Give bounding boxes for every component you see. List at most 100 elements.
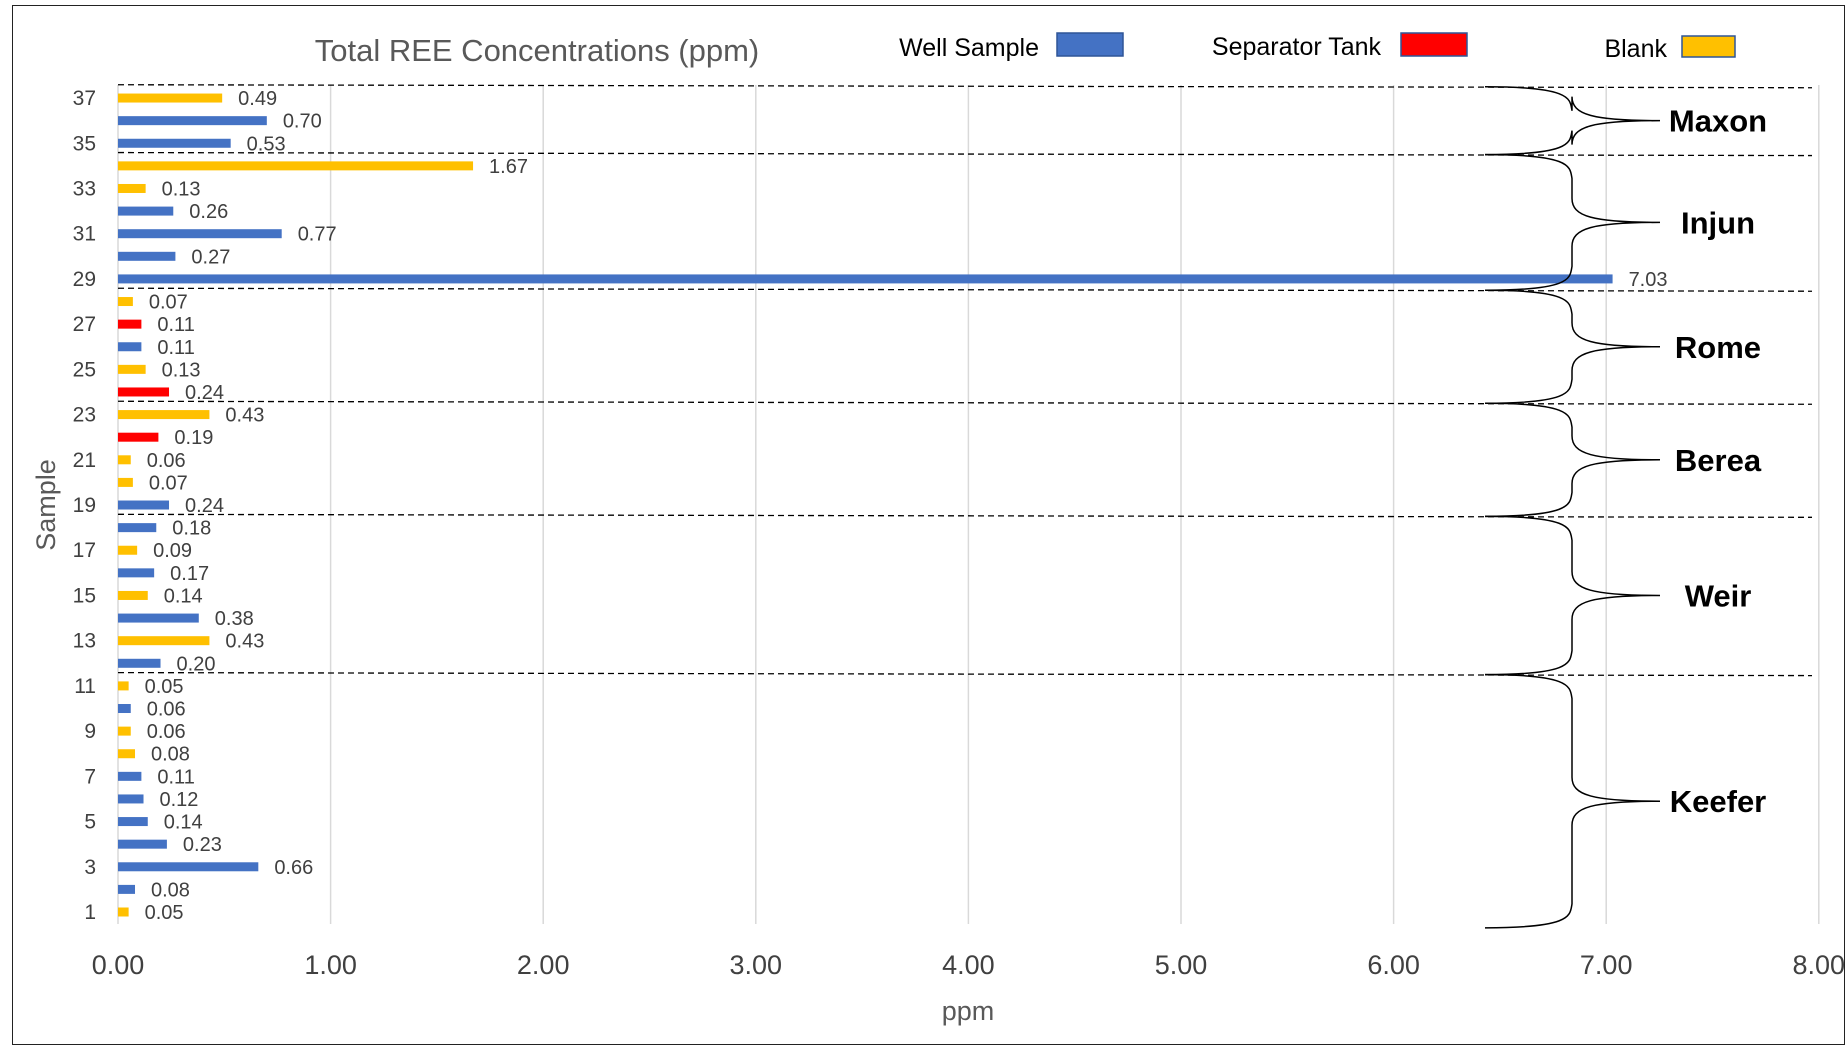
legend-label-well-sample: Well Sample [899,34,1039,62]
value-label: 0.11 [157,314,194,336]
bar-sample-27 [118,319,142,329]
y-tick-label: 29 [73,268,96,291]
value-label: 0.12 [160,789,199,811]
y-tick-label: 5 [84,811,96,834]
y-tick-label: 15 [73,584,96,607]
bar-sample-13 [118,636,210,646]
value-label: 0.17 [170,563,209,585]
value-label: 0.14 [164,585,203,607]
value-label: 0.06 [147,699,186,721]
value-label: 0.08 [151,879,190,901]
legend: Well Sample Separator Tank Blank [899,32,1736,63]
bar-sample-24 [118,387,170,397]
value-label: 7.03 [1629,269,1668,291]
x-tick-label: 2.00 [517,950,570,980]
bar-sample-20 [118,477,133,487]
bar-sample-10 [118,704,131,714]
value-label: 0.24 [185,495,224,517]
value-label: 0.70 [283,111,322,133]
value-label: 0.53 [247,133,286,155]
bar-sample-22 [118,432,159,442]
value-label: 0.06 [147,450,186,472]
bar-sample-4 [118,839,167,849]
x-axis-label: ppm [942,996,995,1026]
bar-sample-31 [118,229,282,239]
bars [118,93,1613,917]
group-brace-berea [1484,402,1661,518]
bar-sample-8 [118,749,136,759]
legend-label-separator-tank: Separator Tank [1212,33,1382,61]
bar-sample-7 [118,771,142,781]
bar-sample-30 [118,251,176,261]
value-label: 0.18 [172,518,211,540]
x-tick-label: 5.00 [1155,950,1208,980]
bar-sample-5 [118,817,148,827]
value-label: 1.67 [489,156,528,178]
bar-sample-29 [118,274,1613,284]
legend-label-blank: Blank [1604,35,1667,63]
value-label: 0.08 [151,744,190,766]
bar-sample-34 [118,161,474,171]
group-label-injun: Injun [1681,205,1755,240]
value-label: 0.07 [149,292,188,314]
group-label-berea: Berea [1675,443,1762,478]
bar-sample-37 [118,93,223,103]
bar-sample-11 [118,681,129,691]
bar-sample-9 [118,726,131,736]
bar-sample-19 [118,500,170,510]
bar-sample-26 [118,342,142,352]
gridlines [117,85,1820,924]
value-label: 0.14 [164,812,203,834]
y-tick-label: 25 [73,358,96,381]
y-tick-label: 9 [84,720,96,743]
value-label: 0.05 [145,676,184,698]
value-label: 0.11 [157,337,194,359]
value-label: 0.13 [162,178,201,200]
y-tick-label: 35 [73,132,96,155]
bar-sample-14 [118,613,199,623]
value-labels: 0.050.080.660.230.140.120.110.080.060.06… [145,88,1668,924]
y-tick-label: 23 [73,404,96,427]
y-tick-label: 33 [73,177,96,200]
x-tick-label: 4.00 [942,950,995,980]
group-divider [117,400,1813,405]
bar-sample-2 [118,884,136,894]
x-tick-label: 7.00 [1580,950,1633,980]
value-label: 0.38 [215,608,254,630]
y-tick-label: 19 [73,494,96,517]
x-tick-label: 6.00 [1367,950,1420,980]
y-tick-label: 31 [73,223,96,246]
x-axis-ticks: 0.00 1.00 2.00 3.00 4.00 5.00 6.00 7.00 8.00 [92,950,1845,980]
y-tick-label: 37 [73,87,96,110]
bar-sample-18 [118,523,157,533]
group-brace-rome [1484,289,1661,405]
y-tick-label: 7 [84,765,96,788]
legend-swatch-well-sample [1056,32,1124,57]
bar-sample-12 [118,658,161,668]
value-label: 0.43 [225,631,264,653]
y-tick-label: 27 [73,313,96,336]
bar-sample-3 [118,862,259,872]
bar-sample-32 [118,206,174,216]
legend-swatch-separator-tank [1400,32,1468,57]
y-tick-label: 3 [84,856,96,879]
group-brace-injun [1484,153,1661,291]
x-tick-label: 1.00 [304,950,357,980]
value-label: 0.66 [274,857,313,879]
value-label: 0.13 [162,359,201,381]
bar-sample-15 [118,590,148,600]
group-brace-weir [1484,515,1661,676]
y-tick-label: 1 [84,901,96,924]
group-braces [1484,85,1661,929]
value-label: 0.43 [225,405,264,427]
group-label-rome: Rome [1675,330,1761,365]
y-tick-label: 13 [73,630,96,653]
value-label: 0.06 [147,721,186,743]
value-label: 0.24 [185,382,224,404]
bar-sample-36 [118,116,267,126]
bar-sample-1 [118,907,129,917]
value-label: 0.11 [157,766,194,788]
group-divider [117,151,1813,157]
bar-sample-33 [118,183,146,193]
